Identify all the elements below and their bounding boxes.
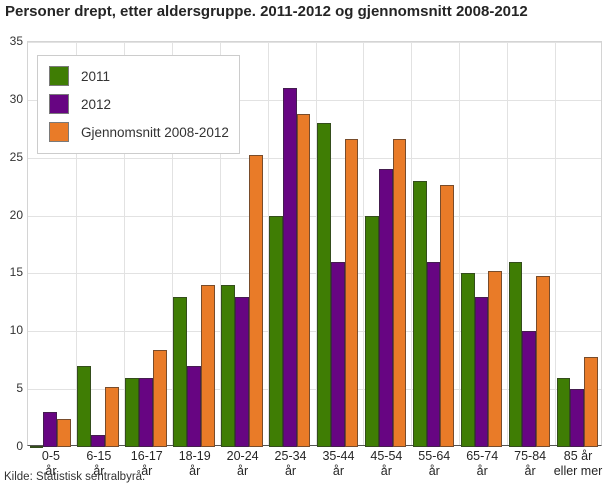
bar-2012-4	[234, 297, 249, 447]
chart-title: Personer drept, etter aldersgruppe. 2011…	[5, 3, 528, 20]
y-axis-tick-label: 15	[9, 265, 23, 280]
bar-2011-0	[29, 446, 44, 448]
gridline-vertical	[171, 42, 173, 445]
gridline-vertical	[363, 42, 365, 445]
bar-gjennomsnitt-2008-2012-9	[488, 271, 503, 447]
bar-2011-4	[221, 285, 235, 447]
bar-gjennomsnitt-2008-2012-1	[105, 387, 119, 447]
x-axis-category-label: 0-5 år	[41, 449, 60, 478]
x-axis-category-label: 35-44 år	[322, 449, 355, 478]
bar-2011-7	[364, 216, 379, 447]
bar-2012-2	[139, 378, 153, 447]
legend: 2011 2012 Gjennomsnitt 2008-2012	[37, 55, 240, 154]
bar-2012-9	[474, 297, 489, 447]
gridline-vertical	[459, 42, 461, 445]
gridline-vertical	[555, 42, 557, 445]
bar-2011-9	[460, 273, 475, 447]
bar-2012-5	[282, 88, 297, 447]
gridline-vertical	[123, 42, 125, 445]
gridline-vertical	[507, 42, 509, 445]
bar-2011-5	[269, 216, 283, 447]
bar-2012-0	[43, 412, 58, 447]
gridline-vertical	[219, 42, 221, 445]
y-axis-tick-label: 5	[16, 381, 23, 396]
legend-swatch	[49, 66, 69, 86]
gridline-horizontal	[28, 273, 601, 275]
gridline-vertical	[75, 42, 77, 445]
legend-item-2012[interactable]: 2012	[49, 90, 229, 118]
bar-2011-6	[317, 123, 331, 447]
gridline-vertical	[315, 42, 317, 445]
bar-2012-1	[91, 435, 105, 447]
bar-2011-3	[173, 297, 188, 447]
bar-2012-6	[330, 262, 345, 447]
x-axis-category-label: 75-84 år	[514, 449, 547, 478]
y-axis-tick-label: 20	[9, 207, 23, 222]
gridline-horizontal	[28, 42, 601, 43]
x-axis-category-label: 6-15 år	[86, 449, 112, 478]
x-axis-category-label: 25-34 år	[274, 449, 307, 478]
bar-gjennomsnitt-2008-2012-0	[57, 419, 71, 447]
x-axis-category-label: 45-54 år	[370, 449, 403, 478]
legend-label: 2011	[81, 68, 111, 84]
bar-gjennomsnitt-2008-2012-3	[200, 285, 215, 447]
bar-2012-11	[570, 389, 585, 447]
x-axis-category-label: 55-64 år	[418, 449, 451, 478]
bar-2011-10	[508, 262, 523, 447]
bar-2011-1	[77, 366, 92, 447]
bar-gjennomsnitt-2008-2012-4	[248, 155, 263, 447]
legend-swatch	[49, 94, 69, 114]
gridline-horizontal	[28, 157, 601, 159]
legend-label: Gjennomsnitt 2008-2012	[81, 124, 229, 140]
gridline-vertical	[411, 42, 413, 445]
legend-item-gjennomsnitt-2008-2012[interactable]: Gjennomsnitt 2008-2012	[49, 118, 229, 146]
gridline-horizontal	[28, 331, 601, 333]
x-axis-category-label: 85 år eller mer	[553, 449, 603, 478]
gridline-horizontal	[28, 215, 601, 217]
source-note: Kilde: Statistisk sentralbyrå.	[4, 471, 146, 483]
bar-gjennomsnitt-2008-2012-2	[152, 350, 167, 447]
plot-area	[27, 41, 602, 448]
y-axis-tick-label: 25	[9, 149, 23, 164]
y-axis-tick-label: 0	[16, 439, 23, 453]
bar-gjennomsnitt-2008-2012-6	[344, 139, 359, 447]
y-axis-tick-label: 35	[9, 34, 23, 48]
bar-2012-10	[522, 331, 537, 447]
x-axis-category-label: 16-17 år	[130, 449, 163, 478]
bar-2011-8	[412, 181, 427, 447]
bar-gjennomsnitt-2008-2012-10	[536, 276, 551, 447]
bar-2012-8	[426, 262, 441, 447]
legend-swatch	[49, 122, 69, 142]
bar-2011-11	[556, 378, 571, 447]
x-axis-category-label: 65-74 år	[466, 449, 499, 478]
y-axis-tick-label: 30	[9, 91, 23, 106]
bar-gjennomsnitt-2008-2012-11	[584, 357, 598, 447]
gridline-horizontal	[28, 389, 601, 391]
x-axis-category-label: 18-19 år	[178, 449, 211, 478]
bar-2012-3	[187, 366, 201, 447]
legend-label: 2012	[81, 96, 112, 112]
bar-gjennomsnitt-2008-2012-5	[296, 114, 311, 447]
bar-gjennomsnitt-2008-2012-8	[440, 185, 455, 447]
legend-item-2011[interactable]: 2011	[49, 62, 229, 90]
y-axis-tick-label: 10	[9, 323, 23, 338]
bar-2011-2	[125, 378, 140, 447]
bar-gjennomsnitt-2008-2012-7	[392, 139, 407, 447]
bar-2012-7	[378, 169, 393, 447]
x-axis-category-label: 20-24 år	[226, 449, 259, 478]
gridline-horizontal	[28, 99, 601, 101]
gridline-vertical	[267, 42, 269, 445]
